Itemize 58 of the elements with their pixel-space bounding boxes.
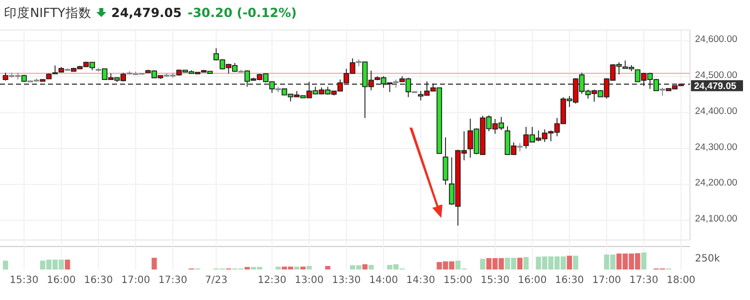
candlestick [275, 86, 281, 93]
x-tick-label: 17:30 [629, 275, 658, 286]
y-tick-label: 24,400.00 [695, 106, 738, 117]
bar [641, 252, 646, 270]
candlestick [21, 74, 27, 82]
candlestick [2, 72, 8, 82]
candlestick [356, 58, 362, 67]
chart-subtitle: 24,479.05 [111, 5, 182, 20]
y-tick-label: 24,500.00 [695, 70, 738, 81]
x-tick-label: 14:30 [406, 275, 436, 286]
x-tick-label: 17:00 [592, 275, 622, 286]
bar [573, 256, 578, 270]
x-tick-label: 17:30 [158, 275, 188, 286]
x-tick-label: 14:00 [369, 275, 398, 286]
x-tick-label: 16:00 [518, 275, 547, 286]
x-tick-label: 16:00 [46, 275, 76, 286]
candlestick [238, 69, 244, 73]
candlestick [58, 66, 64, 73]
bar [566, 256, 572, 270]
x-tick-label: 12:30 [258, 275, 286, 286]
x-tick-label: 18:00 [666, 275, 696, 286]
candlestick [96, 68, 102, 72]
x-tick-label: 17:00 [121, 275, 150, 286]
x-tick-label: 15:30 [480, 275, 510, 286]
bar [64, 260, 70, 270]
x-tick-label: 16:30 [84, 275, 113, 286]
candlestick [660, 87, 666, 96]
bar [480, 258, 486, 270]
x-tick-label: 16:30 [555, 275, 584, 286]
candlestick [442, 136, 448, 186]
bar [362, 264, 368, 270]
y-tick-label: 24,600.00 [695, 34, 738, 46]
y-tick-label: 24,100.00 [695, 214, 738, 225]
x-tick-label: 13:00 [294, 275, 324, 286]
bar [276, 266, 281, 270]
candlestick [517, 142, 523, 152]
bar [517, 258, 522, 270]
y-tick-label: 24,300.00 [695, 142, 738, 153]
bar [244, 266, 250, 270]
chart-title: 印度NIFTY指数 [4, 5, 92, 20]
bar [300, 266, 306, 270]
text: 250k [695, 254, 720, 264]
ref-line-label: 24,479.05 [694, 81, 737, 92]
bar [523, 257, 529, 270]
bar [325, 266, 330, 270]
y-tick-label: 24,200.00 [695, 178, 738, 189]
bar [2, 260, 8, 270]
candlestick [64, 68, 70, 72]
bar [294, 266, 300, 270]
x-tick-label: 15:00 [443, 275, 472, 286]
bar [152, 258, 157, 270]
x-tick-label: 15:30 [10, 275, 39, 286]
bar [368, 264, 374, 270]
text: -30.20 (-0.12%) [188, 5, 297, 20]
candlestick [393, 79, 399, 88]
bar [306, 266, 312, 270]
x-tick-label: 13:30 [332, 275, 361, 286]
x-tick-label: 7/23 [204, 275, 228, 286]
